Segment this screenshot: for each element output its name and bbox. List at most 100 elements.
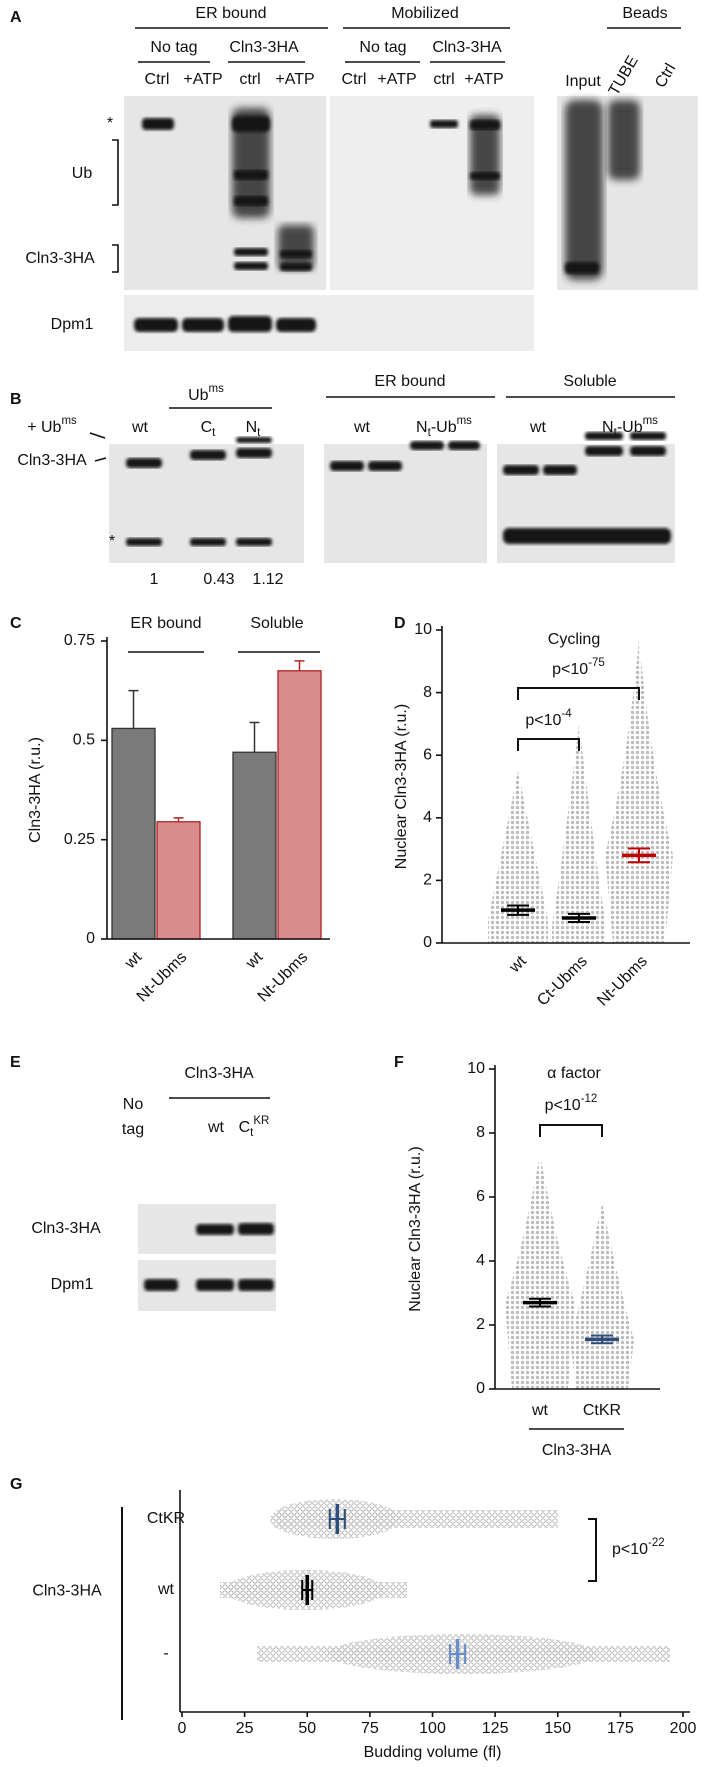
lane-label: +ATP: [377, 71, 416, 88]
lane-label: TUBE: [606, 53, 642, 98]
text-part: ms: [209, 383, 225, 395]
subgroup-label: No tag: [359, 39, 406, 56]
group-label: ER bound: [130, 615, 201, 632]
group-label: Cln3-3HA: [184, 1065, 254, 1082]
error-bar: [294, 660, 305, 671]
lane-label: +ATP: [464, 71, 503, 88]
lane-label: Ctrl: [145, 71, 170, 88]
y-tick-label: 2: [423, 872, 432, 889]
panel-letter: A: [10, 9, 22, 26]
lane-label: +ATP: [183, 71, 222, 88]
row-label: + Ubms: [27, 415, 77, 436]
text-part: C: [201, 419, 213, 436]
y-tick-label: -: [163, 1645, 168, 1662]
text-part: ms: [457, 415, 473, 427]
text-part: t: [428, 427, 432, 439]
bar: [232, 751, 277, 940]
x-tick-label: 75: [361, 1720, 379, 1737]
y-tick-label: 0.75: [64, 632, 95, 649]
text-part: -Ub: [431, 419, 457, 436]
text-part: C: [239, 1119, 251, 1136]
panel-letter: E: [10, 1054, 21, 1071]
y-tick-label: 4: [423, 809, 432, 826]
error-bar: [249, 721, 260, 753]
y-tick-label: 0: [476, 1380, 485, 1397]
y-tick-label: 10: [414, 621, 432, 638]
x-tick-label: wt: [531, 1402, 549, 1419]
brackets-b: [89, 396, 675, 462]
y-tick-label: 0.25: [64, 831, 95, 848]
group-label: ER bound: [374, 373, 445, 390]
quantification: 1: [150, 571, 159, 588]
lane-label: tag: [122, 1121, 144, 1138]
chart-title: Cycling: [548, 631, 600, 648]
text-part: Cln3-3HA: [17, 452, 87, 469]
y-tick-label: 2: [476, 1316, 485, 1333]
y-tick-label: wt: [157, 1581, 175, 1598]
lane-label: Ctrl: [652, 61, 679, 91]
quantification: 0.43: [203, 571, 234, 588]
panel-letter: G: [10, 1476, 22, 1493]
group-label: Soluble: [563, 373, 616, 390]
lane-label: wt: [131, 419, 149, 436]
subgroup-label: Cln3-3HA: [432, 39, 502, 56]
text-part: wt: [353, 419, 371, 436]
y-tick-label: 6: [423, 746, 432, 763]
point-clouds: [220, 639, 673, 1674]
lane-label: wt: [353, 419, 371, 436]
p-value-text: p<10: [545, 1097, 581, 1114]
text-part: ms: [61, 415, 77, 427]
group-label: ER bound: [195, 5, 266, 22]
x-tick-label: 100: [419, 1720, 446, 1737]
bracket: [588, 1518, 597, 1582]
row-label: *: [109, 533, 115, 550]
text-part: N: [246, 419, 258, 436]
lane-label: Ctrl: [342, 71, 367, 88]
row-label: Cln3-3HA: [31, 1220, 101, 1237]
panel-letter: C: [10, 615, 22, 632]
row-label: Ub: [72, 165, 93, 182]
bar: [156, 821, 201, 940]
row-label: Dpm1: [51, 316, 94, 333]
x-tick-label: Nt-Ubms: [255, 949, 312, 1006]
subgroup-label: No tag: [150, 39, 197, 56]
text-part: N: [602, 419, 614, 436]
y-tick-label: 4: [476, 1252, 485, 1269]
group-label: Soluble: [250, 615, 303, 632]
p-value-text: p<10: [552, 661, 588, 678]
bar: [277, 670, 322, 940]
lane-label: Nt-Ubms: [602, 415, 658, 439]
lane-label: Nt-Ubms: [416, 415, 472, 439]
text-part: KR: [253, 1115, 269, 1127]
y-tick-label: 8: [423, 684, 432, 701]
p-value: p<10-75: [552, 657, 605, 678]
error-bar: [128, 689, 139, 729]
bar: [111, 727, 156, 940]
lane-label: Input: [565, 73, 601, 90]
p-value: p<10-22: [612, 1537, 665, 1558]
row-label: Cln3-3HA: [17, 452, 87, 469]
p-value: p<10-4: [525, 708, 572, 729]
lane-label: wt: [529, 419, 547, 436]
text-part: Ub: [188, 387, 209, 404]
lane-label: wt: [207, 1119, 225, 1136]
bracket: [517, 738, 580, 751]
bracket: [517, 687, 640, 700]
y-tick-label: 0: [86, 930, 95, 947]
lane-label: Ct: [201, 419, 217, 439]
x-tick-label: 125: [482, 1720, 509, 1737]
x-tick-label: 200: [670, 1720, 697, 1737]
text-part: t: [257, 427, 261, 439]
x-tick-label: CtKR: [583, 1402, 621, 1419]
chart-title: α factor: [547, 1065, 601, 1082]
group-label: Beads: [622, 5, 667, 22]
text-part: t: [212, 427, 216, 439]
p-value-exponent: -22: [648, 1537, 665, 1549]
x-axis-label: Budding volume (fl): [364, 1744, 502, 1761]
group-label: Ubms: [188, 383, 224, 404]
text-part: -Ub: [617, 419, 643, 436]
p-value-exponent: -4: [561, 708, 572, 720]
x-tick-label: 25: [236, 1720, 254, 1737]
p-value-text: p<10: [525, 712, 561, 729]
